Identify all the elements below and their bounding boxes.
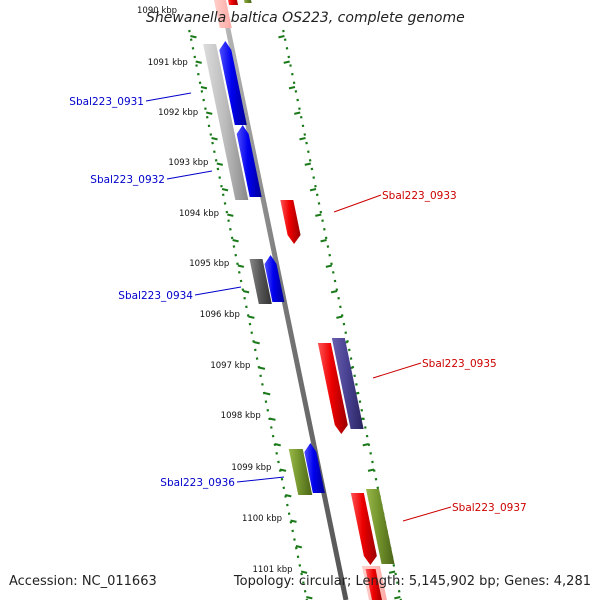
gene-features [203,0,395,600]
left-tick-mark [258,366,266,370]
right-tick-mark [394,596,401,600]
map-title: Shewanella baltica OS223, complete genom… [146,10,465,26]
scale-label-1100: 1100 kbp [242,514,282,524]
purple-gene-0935 [331,338,364,429]
leader-line-sbal223-0932 [166,170,213,180]
left-tick-mark [306,596,313,600]
leader-line-sbal223-0937 [402,506,452,522]
gene-label-sbal223-0932[interactable]: Sbal223_0932 [90,174,165,186]
gene-sbal223-0935-arrow [317,343,348,434]
gene-label-sbal223-0931[interactable]: Sbal223_0931 [69,96,144,108]
scale-label-1096: 1096 kbp [200,310,240,320]
right-tick-mark [388,570,396,574]
olive-gene-0937 [366,489,395,564]
genome-summary-text: Topology: circular; Length: 5,145,902 bp… [233,574,591,589]
left-tick-mark [227,213,234,217]
leader-line-sbal223-0931 [145,92,192,102]
gene-sbal223-0934-arrow [264,255,285,302]
left-tick-mark [232,239,239,243]
gene-labels: Sbal223_0931 Sbal223_0932 Sbal223_0933 Sbal… [69,92,527,522]
left-tick-mark [200,86,208,90]
gene-label-sbal223-0933[interactable]: Sbal223_0933 [382,190,457,202]
pink-feature-top [214,0,232,28]
scale-label-1094: 1094 kbp [179,209,219,219]
left-dot-line [188,29,309,600]
left-tick-mark [216,162,224,166]
left-tick-mark [290,519,297,523]
right-tick-mark [299,137,306,141]
scale-label-1095: 1095 kbp [189,259,229,269]
gene-label-sbal223-0936[interactable]: Sbal223_0936 [160,477,235,489]
gene-sbal223-0933-arrow [280,200,301,244]
red-feature-top [228,0,239,5]
gene-label-sbal223-0937[interactable]: Sbal223_0937 [452,502,527,514]
scale-label-1090: 1090 kbp [137,6,177,16]
left-tick-mark [285,494,292,498]
scale-label-1099: 1099 kbp [231,463,271,473]
scale-label-1093: 1093 kbp [168,158,208,168]
gene-label-sbal223-0934[interactable]: Sbal223_0934 [118,290,193,302]
scale-label-1098: 1098 kbp [221,411,261,421]
right-tick-mark [325,264,333,268]
gene-label-sbal223-0935[interactable]: Sbal223_0935 [422,358,497,370]
gene-sbal223-0931-arrow [219,41,247,125]
olive-feature-top [244,0,252,3]
left-tick-mark [195,60,202,64]
scale-label-1101: 1101 kbp [252,565,292,575]
accession-text: Accession: NC_011663 [9,574,157,589]
right-tick-mark [278,35,285,39]
right-tick-mark [315,213,322,217]
scale-labels: 1090 kbp 1091 kbp 1092 kbp 1093 kbp 1094 kbp… [137,6,293,575]
right-tick-mark [294,111,301,115]
tick-marks [190,35,401,600]
left-tick-mark [242,290,250,294]
right-tick-mark [304,162,312,166]
scale-label-1091: 1091 kbp [148,58,188,68]
leader-line-sbal223-0936 [236,476,285,483]
left-tick-mark [221,188,229,192]
dark-grey-gene-0934 [249,259,272,304]
gene-sbal223-0936-arrow [304,443,325,493]
right-tick-mark [283,60,290,64]
left-tick-mark [248,315,255,319]
gene-sbal223-0937-arrow [350,493,377,565]
right-tick-mark [320,239,327,243]
left-tick-mark [190,35,197,39]
grey-gene-0931-0932 [203,44,249,200]
red-feature-bottom [365,569,382,600]
left-tick-mark [279,468,287,472]
leader-line-sbal223-0934 [194,286,242,296]
leader-line-sbal223-0935 [372,362,422,379]
olive-gene-0936 [288,449,313,495]
scale-label-1092: 1092 kbp [158,108,198,118]
left-tick-mark [253,341,260,345]
gene-sbal223-0932-arrow [236,125,262,197]
left-tick-mark [295,545,303,549]
left-tick-mark [206,111,213,115]
leader-line-sbal223-0933 [333,194,382,213]
right-tick-mark [367,468,375,472]
left-tick-mark [263,392,271,396]
left-tick-mark [237,264,245,268]
right-tick-mark [336,315,343,319]
left-tick-mark [269,417,276,421]
right-tick-mark [362,443,369,447]
left-tick-mark [274,443,281,447]
scale-label-1097: 1097 kbp [210,361,250,371]
right-tick-mark [288,86,296,90]
right-tick-mark [309,188,317,192]
left-tick-mark [211,137,218,141]
left-tick-mark [300,570,308,574]
right-tick-mark [330,290,338,294]
